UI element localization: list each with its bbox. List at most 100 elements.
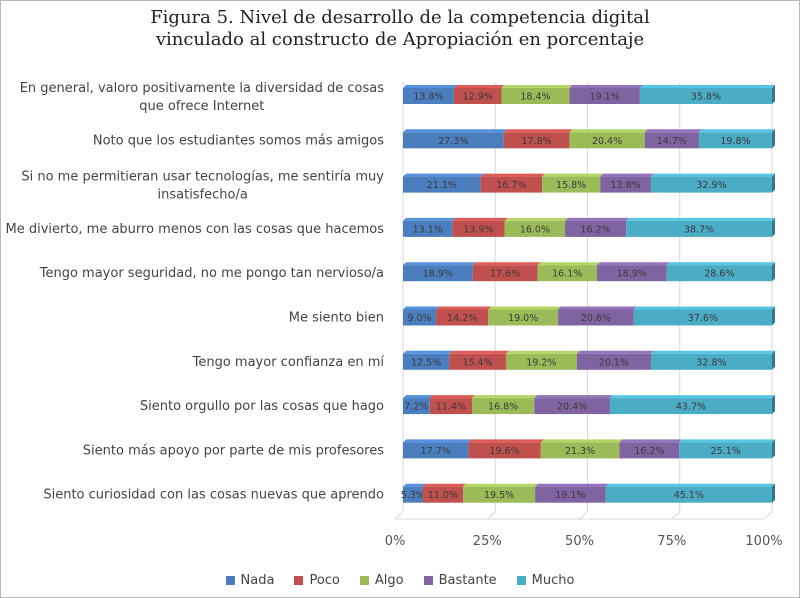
legend-item-poco: Poco: [294, 573, 340, 588]
bar-side: [772, 306, 775, 326]
bar-nada: [403, 265, 473, 282]
bar-side: [772, 173, 775, 193]
data-label: 19.5%: [484, 490, 514, 501]
data-label: 21.1%: [427, 180, 457, 191]
bar-poco: [503, 132, 570, 149]
legend-swatch: [423, 576, 433, 585]
data-label: 45.1%: [674, 490, 704, 501]
chart-title-line-2: vinculado al constructo de Apropiación e…: [155, 29, 645, 50]
category-label: Siento orgullo por las cosas que hago: [140, 399, 384, 414]
data-label: 15.8%: [556, 180, 586, 191]
data-label: 20.4%: [592, 136, 622, 147]
bar-top-poco: [472, 262, 541, 266]
bar-top-bastante: [576, 350, 654, 354]
bar-bastante: [596, 265, 667, 282]
bar-mucho: [650, 353, 772, 370]
bar-bastante: [565, 220, 627, 237]
data-label: 5.3%: [401, 490, 425, 501]
bar-poco: [472, 265, 538, 282]
data-label: 14.7%: [657, 136, 687, 147]
data-label: 19.0%: [508, 313, 538, 324]
x-tick-label: 25%: [473, 534, 502, 549]
data-label: 43.7%: [676, 402, 706, 413]
bar-top-bastante: [535, 483, 609, 487]
data-label: 18.9%: [617, 269, 647, 280]
bar-top-poco: [452, 217, 508, 221]
data-label: 9.0%: [407, 313, 431, 324]
bar-nada: [403, 442, 469, 459]
bar-top-poco: [422, 483, 467, 487]
bar-nada: [403, 353, 450, 370]
bar-poco: [453, 88, 502, 104]
data-label: 16.1%: [552, 269, 582, 280]
data-label: 12.5%: [411, 357, 441, 368]
gridline-floor-25: [486, 511, 496, 520]
bar-bastante: [644, 132, 699, 149]
category-label: Noto que los estudiantes somos más amigo…: [93, 133, 384, 148]
bar-top-mucho: [605, 483, 775, 487]
bar-poco: [422, 486, 464, 503]
bar-top-bastante: [534, 395, 613, 399]
x-tick-label: 100%: [745, 534, 782, 549]
gridline-floor-100: [763, 511, 773, 520]
bar-bastante: [535, 486, 606, 503]
bar-side: [772, 483, 775, 503]
data-label: 37.6%: [688, 313, 718, 324]
data-label: 27.3%: [438, 136, 468, 147]
bar-mucho: [633, 309, 772, 326]
bar-poco: [480, 176, 543, 193]
legend-item-algo: Algo: [359, 573, 404, 588]
bar-top-bastante: [644, 129, 702, 133]
legend-item-mucho: Mucho: [516, 573, 574, 588]
data-label: 20.6%: [581, 313, 611, 324]
legend-item-nada: Nada: [225, 573, 274, 588]
category-label: Me siento bien: [289, 311, 384, 326]
data-label: 13.1%: [413, 224, 443, 235]
bar-top-algo: [501, 85, 573, 88]
bar-algo: [537, 265, 597, 282]
bar-bastante: [534, 398, 610, 415]
legend-item-bastante: Bastante: [423, 573, 497, 588]
bar-algo: [569, 132, 645, 149]
bar-top-nada: [403, 395, 433, 399]
data-label: 16.8%: [488, 402, 518, 413]
bar-algo: [501, 88, 570, 104]
bar-nada: [403, 88, 454, 104]
bar-algo: [471, 398, 535, 415]
bar-mucho: [626, 220, 772, 237]
bar-top-algo: [504, 217, 569, 221]
category-label: Si no me permitieran usar tecnologías, m…: [21, 170, 384, 185]
bar-bastante: [600, 176, 651, 193]
bar-poco: [468, 442, 541, 459]
data-label: 17.6%: [490, 269, 520, 280]
bar-top-poco: [449, 350, 509, 354]
category-label: Me divierto, me aburro menos con las cos…: [5, 222, 384, 237]
data-label: 13.9%: [463, 224, 493, 235]
category-label: Siento más apoyo por parte de mis profes…: [83, 443, 384, 458]
data-label: 25.1%: [711, 446, 741, 457]
data-label: 19.1%: [590, 92, 620, 103]
bar-algo: [542, 176, 601, 193]
category-label: Tengo mayor seguridad, no me pongo tan n…: [39, 266, 384, 281]
data-label: 11.4%: [436, 402, 466, 413]
bar-side: [772, 350, 775, 370]
bar-bastante: [576, 353, 651, 370]
bar-top-mucho: [666, 262, 775, 266]
x-tick-label: 0%: [385, 534, 406, 549]
bar-poco: [436, 309, 489, 326]
category-label: Siento curiosidad con las cosas nuevas q…: [43, 488, 384, 503]
data-label: 21.3%: [565, 446, 595, 457]
bar-top-algo: [569, 129, 648, 133]
bar-nada: [403, 486, 423, 503]
legend-label: Bastante: [438, 573, 497, 588]
bar-algo: [488, 309, 559, 326]
legend-swatch: [294, 576, 304, 585]
category-label: En general, valoro positivamente la dive…: [20, 81, 385, 96]
bar-top-nada: [403, 483, 426, 487]
data-label: 17.8%: [521, 136, 551, 147]
data-label: 16.2%: [634, 446, 664, 457]
bar-mucho: [605, 486, 772, 503]
bar-top-nada: [403, 85, 457, 88]
data-label: 35.8%: [691, 92, 721, 103]
